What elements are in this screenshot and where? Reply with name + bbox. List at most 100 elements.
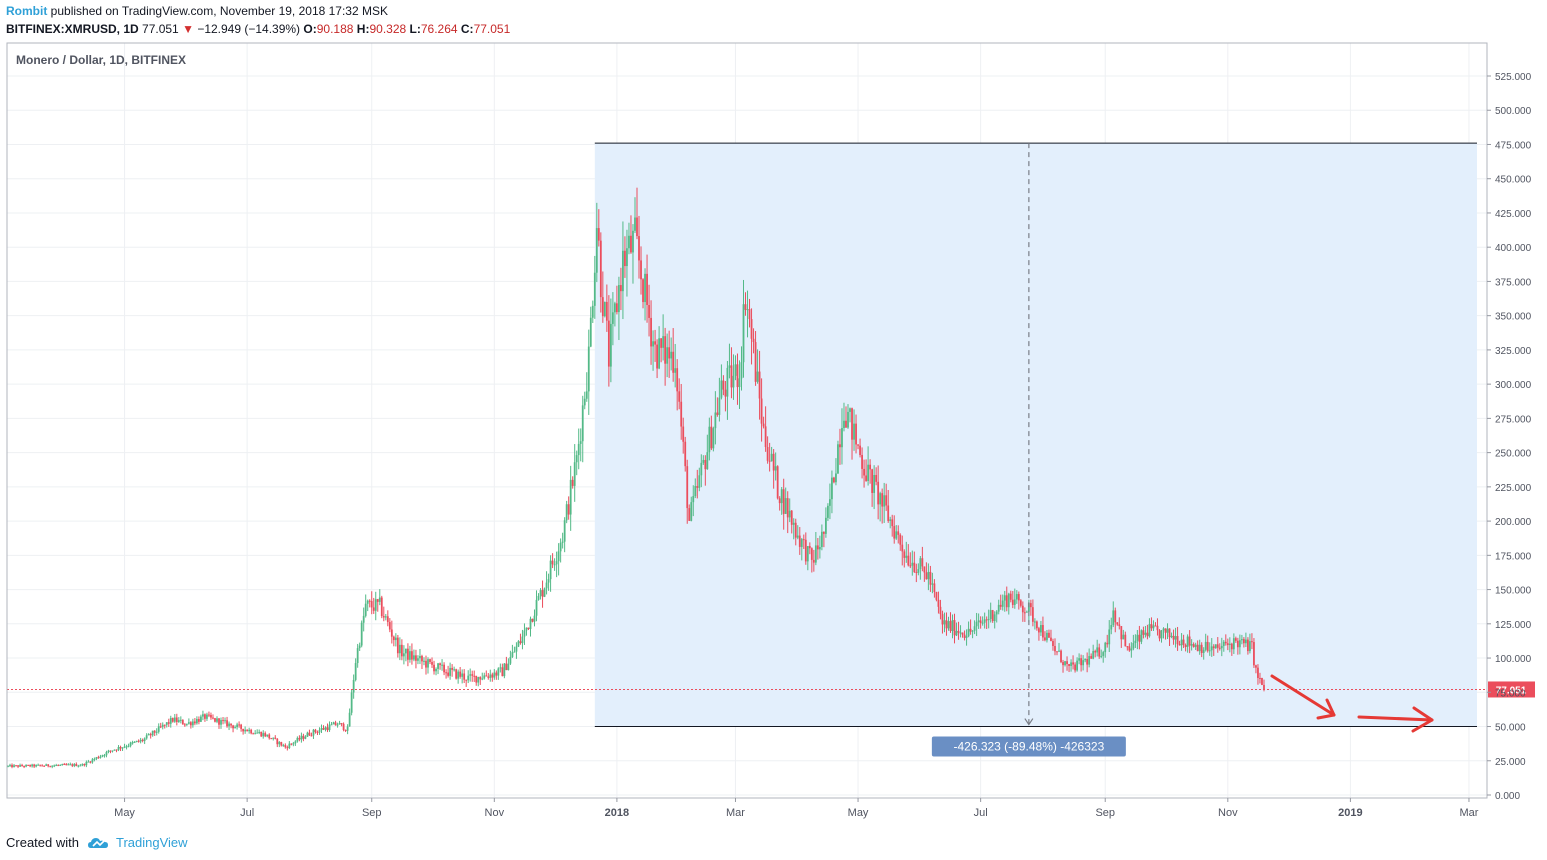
candle-body	[939, 606, 942, 615]
candle-up	[320, 724, 323, 734]
y-tick-label: 325.000	[1495, 346, 1532, 357]
candle-up	[577, 428, 580, 470]
candle-body	[929, 571, 932, 585]
candle-body	[985, 619, 988, 621]
candle-down	[17, 764, 19, 769]
candle-up	[272, 737, 275, 741]
candle-body	[27, 764, 29, 766]
candle-up	[404, 648, 407, 662]
candle-body	[435, 668, 437, 672]
candle-body	[370, 601, 373, 608]
candle-down	[833, 476, 835, 484]
candle-down	[433, 660, 435, 675]
price-range-box[interactable]	[594, 143, 1477, 727]
candle-up	[1170, 632, 1173, 639]
candle-down	[1188, 630, 1191, 654]
candle-body	[1210, 646, 1213, 651]
candle-up	[632, 224, 634, 284]
candle-body	[354, 663, 357, 680]
candle-up	[983, 612, 986, 629]
candle-down	[1009, 590, 1012, 603]
candle-body	[662, 336, 665, 348]
candle-down	[411, 643, 413, 665]
candle-body	[770, 453, 773, 462]
y-tick-label: 350.000	[1495, 312, 1532, 323]
candle-up	[1194, 642, 1197, 650]
candle-body	[571, 479, 574, 486]
tradingview-link[interactable]: TradingView	[87, 835, 188, 850]
candle-body	[429, 659, 431, 662]
candle-body	[368, 600, 371, 602]
candle-down	[991, 609, 994, 623]
candle-body	[708, 426, 711, 453]
candle-body	[1126, 646, 1129, 648]
candle-down	[855, 414, 857, 454]
candle-body	[105, 752, 108, 756]
change-value: −12.949 (−14.39%)	[197, 22, 301, 36]
plot-frame	[6, 42, 1488, 799]
candle-body	[995, 611, 998, 615]
candle-down	[49, 765, 52, 768]
candle-up	[889, 516, 892, 529]
candle-body	[39, 764, 42, 766]
candle-up	[613, 301, 616, 327]
forecast-arrow-right[interactable]	[1357, 706, 1434, 733]
candle-up	[477, 676, 480, 687]
candle-body	[491, 674, 494, 678]
candle-up	[288, 741, 291, 750]
arrow-head	[1316, 698, 1336, 720]
candle-down	[1192, 642, 1195, 648]
candle-up	[31, 763, 34, 768]
candle-body	[716, 412, 719, 415]
candle-body	[742, 304, 745, 363]
candle-down	[845, 406, 847, 428]
candle-body	[1216, 644, 1219, 648]
candle-body	[129, 742, 132, 746]
candle-down	[115, 749, 118, 753]
candle-body	[338, 723, 341, 725]
candle-up	[780, 487, 783, 515]
candle-body	[417, 658, 419, 661]
author-link[interactable]: Rombit	[6, 4, 48, 18]
candle-body	[1074, 664, 1076, 671]
candle-up	[1013, 588, 1016, 609]
candle-body	[493, 672, 496, 678]
candle-up	[1134, 634, 1137, 648]
candle-body	[107, 750, 110, 753]
candle-down	[473, 670, 476, 682]
measure-badge[interactable]	[931, 736, 1126, 757]
candle-body	[706, 452, 709, 470]
candle-up	[565, 500, 568, 524]
candle-body	[802, 539, 805, 541]
candle-up	[423, 657, 425, 666]
candle-up	[837, 440, 839, 474]
candle-body	[869, 464, 872, 470]
candle-body	[634, 217, 636, 231]
candle-body	[698, 475, 701, 488]
candle-up	[796, 525, 799, 540]
candle-down	[1216, 637, 1219, 653]
candle-body	[806, 546, 809, 562]
candle-up	[563, 517, 566, 553]
candle-body	[837, 444, 839, 474]
candle-body	[67, 764, 70, 766]
candle-up	[708, 417, 711, 461]
candle-body	[306, 732, 309, 737]
candle-up	[228, 721, 230, 731]
candle-up	[931, 572, 934, 594]
candle-down	[822, 531, 825, 548]
y-tick-label: 400.000	[1495, 243, 1532, 254]
candle-body	[364, 603, 367, 616]
candle-up	[738, 360, 741, 409]
candle-up	[967, 621, 970, 638]
y-tick-label: 50.000	[1495, 723, 1526, 734]
candle-up	[569, 465, 572, 531]
candle-down	[869, 459, 872, 484]
candle-up	[258, 729, 261, 735]
candle-down	[1050, 629, 1052, 642]
candle-down	[1138, 625, 1141, 650]
forecast-arrow-down[interactable]	[1270, 674, 1336, 720]
candle-body	[109, 750, 112, 752]
candle-up	[236, 722, 238, 730]
